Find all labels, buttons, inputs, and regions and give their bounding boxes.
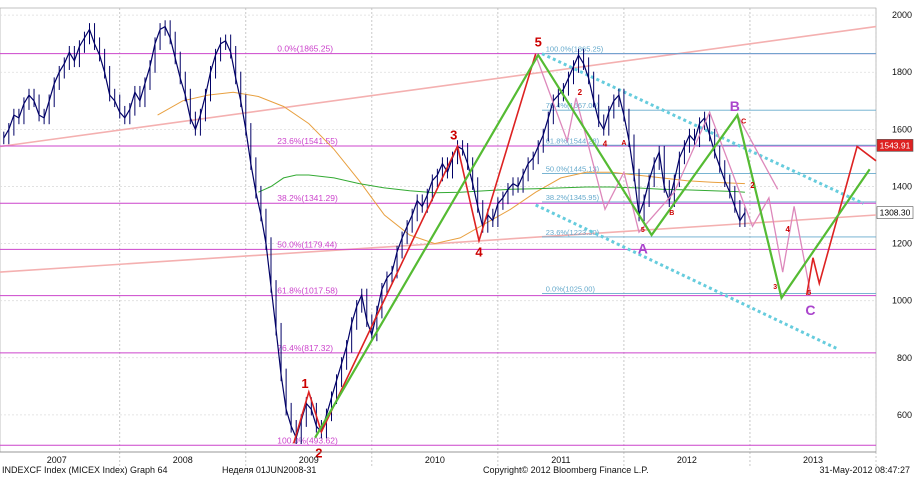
price-flag-label: 1308.30 [880,208,911,218]
fib-sub-label: 100.0%(1865.25) [546,45,604,54]
fib-sub-label: 61.8%(1544.28) [546,136,600,145]
y-tick-label: 800 [897,353,912,363]
wave-label: 3 [773,284,777,291]
fib-main-label: 0.0%(1865.25) [277,44,333,54]
channel-line [541,52,865,205]
wave-label: 4 [603,139,608,148]
moving-averages [157,91,745,245]
y-tick-label: 1000 [892,296,912,306]
footer-week: Неделя 01JUN2008-31 [222,465,317,475]
y-tick-label: 1600 [892,124,912,134]
footer-copyright: Copyright© 2012 Bloomberg Finance L.P. [483,465,649,475]
wave-label: 4 [786,225,791,234]
y-tick-label: 600 [897,410,912,420]
ma-short-line [258,174,745,194]
fib-main-label: 23.6%(1541.55) [277,136,338,146]
elliott-lines [292,52,877,444]
x-tick-label: 2009 [299,455,319,465]
price-flag-label: 1543.91 [880,140,911,150]
ma-long-line [157,91,745,245]
y-tick-label: 1400 [892,181,912,191]
impulse-line [292,53,537,444]
footer-ticker: INDEXCF Index (MICEX Index) Graph 64 [2,465,168,475]
impulse-line [805,145,877,296]
y-tick-label: 1200 [892,239,912,249]
price-flag-box [876,139,914,152]
wave-label: B [669,210,674,217]
wave-label: A [621,140,626,147]
wave-label: 5 [535,35,542,50]
channel-line [535,203,839,351]
fib-main-label: 76.4%(817.32) [277,343,333,353]
x-tick-label: 2007 [47,455,67,465]
fib-sub-label: 76.4%(1667.00) [546,101,600,110]
trend-lines [0,25,877,273]
fib-main-label: 38.2%(1341.29) [277,193,338,203]
x-tick-label: 2012 [677,455,697,465]
x-tick-label: 2008 [173,455,193,465]
wave-label: B [730,98,740,114]
price-flag-box [876,206,914,219]
fibonacci-levels: 0.0%(1865.25) 23.6%(1541.55) 38.2%(1341.29… [0,44,876,446]
x-tick-label: 2011 [551,455,570,465]
wave-label: C [805,302,815,318]
wave-label: 2 [315,446,322,461]
channel-lines [535,52,865,351]
x-tick-label: 2013 [803,455,823,465]
y-tick-label: 2000 [892,10,912,20]
y-tick-label: 1800 [892,67,912,77]
trend-line [0,25,877,148]
price-line [3,25,746,440]
fib-sub-label: 50.0%(1445.13) [546,165,600,174]
elliott-line [314,52,871,439]
plot-area [0,7,877,453]
fib-main-label: 100.0%(493.62) [277,435,338,445]
projection-line [535,54,812,294]
axes: 6008001000120014001600180020001543.91130… [0,10,914,465]
trend-line [0,214,877,273]
fib-main-label: 61.8%(1017.58) [277,286,338,296]
fib-sub-label: 0.0%(1025.00) [546,285,596,294]
fib-sub-label: 23.6%(1223.30) [546,228,600,237]
wave-label: 2 [578,88,583,97]
wave-label: A [638,241,648,257]
wave-label: 5 [807,290,811,297]
fib-main-label: 50.0%(1179.44) [277,239,337,249]
wave-label: C [741,119,746,126]
wave-label: 4 [475,244,483,259]
fib-sub-label: 38.2%(1345.95) [546,193,600,202]
wave-label: 1 [301,376,308,391]
wave-label: 5 [641,227,645,234]
x-tick-label: 2010 [425,455,445,465]
projection-line [736,114,779,190]
wave-label: 2 [750,181,755,190]
wave-label: 3 [450,127,457,142]
footer: INDEXCF Index (MICEX Index) Graph 64 Нед… [0,465,914,477]
footer-timestamp: 31-May-2012 08:47:27 [819,465,910,475]
